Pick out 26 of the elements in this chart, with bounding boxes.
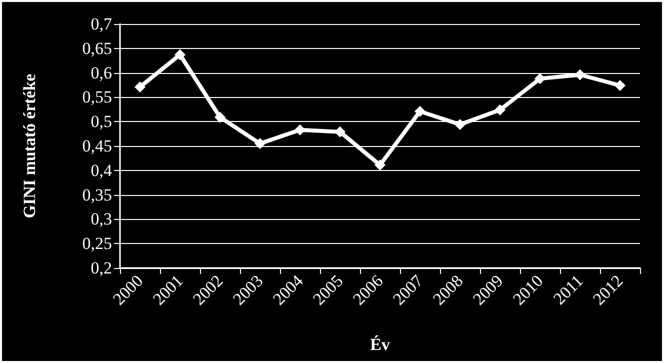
y-tick-label: 0,4 — [90, 160, 112, 180]
point — [414, 106, 426, 117]
y-tick-label: 0,5 — [90, 112, 112, 132]
y-tick-label: 0,45 — [82, 136, 112, 156]
point — [134, 81, 146, 92]
point — [214, 112, 226, 123]
y-tick-label: 0,55 — [82, 88, 112, 107]
point — [534, 73, 546, 84]
y-tick-label: 0,6 — [90, 63, 112, 82]
y-tick-label: 0,35 — [82, 185, 112, 204]
x-axis-title: Év — [370, 335, 390, 354]
y-axis-title: GINI mutató értéke — [20, 73, 39, 218]
point — [574, 69, 586, 80]
y-tick-label: 0,65 — [82, 38, 112, 58]
point — [614, 80, 626, 91]
y-tick-label: 0,25 — [82, 234, 112, 254]
y-tick-label: 0,2 — [90, 258, 112, 278]
point — [374, 160, 386, 171]
y-tick-label: 0,7 — [90, 14, 112, 34]
point — [254, 138, 266, 150]
point — [334, 126, 346, 138]
point — [294, 124, 306, 136]
y-tick-label: 0,3 — [90, 210, 112, 229]
point — [494, 104, 506, 116]
point — [454, 119, 466, 130]
point — [174, 49, 186, 60]
